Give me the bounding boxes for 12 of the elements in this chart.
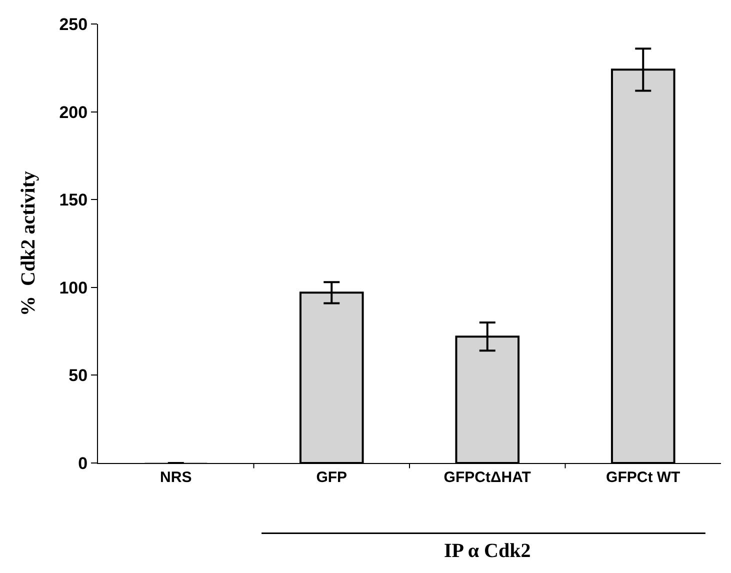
x-tick-label: GFPCt WT	[606, 469, 680, 486]
y-tick-label: 250	[59, 14, 88, 34]
x-tick-label: GFP	[316, 469, 348, 486]
x-tick-label: GFPCtΔHAT	[444, 469, 531, 486]
text: IP α Cdk2	[444, 540, 531, 562]
y-tick-label: 0	[78, 454, 88, 473]
y-tick-label: 150	[59, 190, 88, 210]
y-tick-label: 100	[59, 278, 88, 298]
y-axis-title: % Cdk2 activity	[18, 171, 40, 316]
y-tick-label: 50	[68, 366, 88, 386]
y-tick-label: 200	[59, 102, 88, 122]
x-tick-label: NRS	[160, 469, 192, 486]
